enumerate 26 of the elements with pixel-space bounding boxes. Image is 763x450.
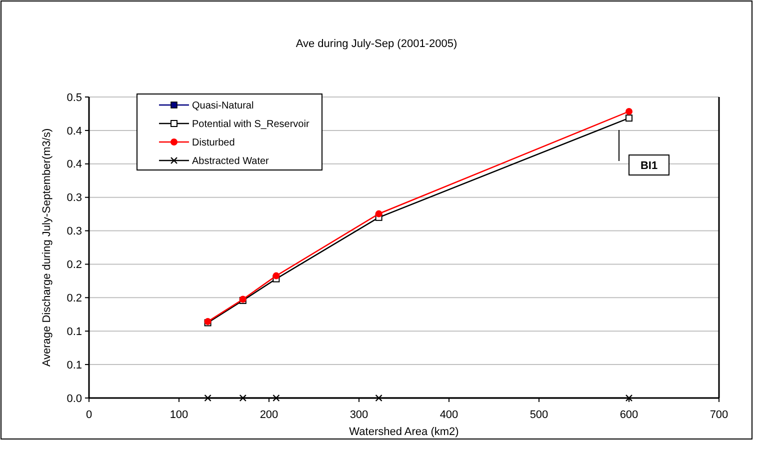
legend-label: Quasi-Natural — [192, 100, 254, 112]
y-tick-label: 0.2 — [66, 292, 82, 304]
y-tick-label: 0.4 — [66, 158, 82, 171]
x-tick-label: 0 — [86, 409, 92, 421]
chart-title: Ave during July-Sep (2001-2005) — [296, 38, 458, 50]
legend-label: Potential with S_Reservoir — [192, 119, 310, 130]
x-tick-label: 400 — [440, 409, 458, 421]
x-axis-title: Watershed Area (km2) — [349, 426, 459, 438]
y-tick-label: 0.2 — [66, 259, 82, 272]
x-tick-label: 300 — [350, 409, 368, 421]
x-tick-label: 700 — [710, 409, 728, 421]
y-tick-label: 0.5 — [66, 92, 82, 104]
x-tick-label: 600 — [620, 409, 638, 421]
y-tick-label: 0.1 — [66, 359, 82, 372]
x-tick-label: 100 — [170, 409, 188, 421]
legend-label: Disturbed — [192, 138, 235, 148]
x-tick-label: 500 — [530, 409, 548, 421]
x-tick-label: 200 — [260, 409, 278, 421]
y-tick-label: 0.3 — [66, 192, 82, 204]
y-axis-title: Average Discharge during July-September(m3/s) — [41, 128, 53, 367]
y-tick-label: 0.4 — [66, 125, 82, 138]
legend-label: Abstracted Water — [192, 156, 270, 167]
annotation: BI1 — [640, 160, 658, 172]
y-tick-label: 0.3 — [66, 226, 82, 238]
y-tick-label: 0.1 — [66, 326, 82, 338]
y-tick-label: 0.0 — [66, 392, 82, 405]
